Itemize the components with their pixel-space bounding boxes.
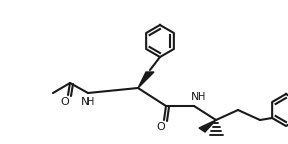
Polygon shape xyxy=(199,120,216,132)
Text: H: H xyxy=(198,92,206,102)
Polygon shape xyxy=(138,72,154,88)
Text: N: N xyxy=(81,97,89,107)
Text: O: O xyxy=(61,97,69,107)
Text: O: O xyxy=(157,122,165,132)
Text: H: H xyxy=(87,97,95,107)
Text: N: N xyxy=(191,92,199,102)
